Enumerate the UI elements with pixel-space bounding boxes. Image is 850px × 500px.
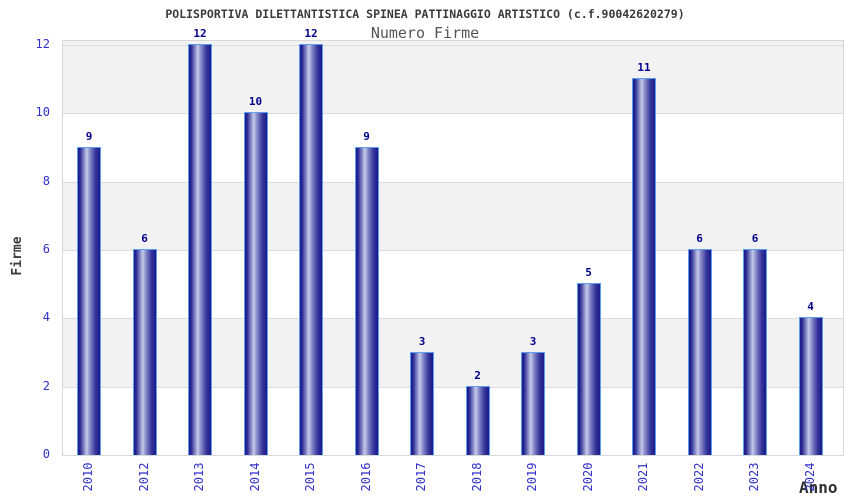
y-tick-label: 8 [42, 173, 50, 188]
gridline [63, 113, 843, 115]
x-tick-label: 2020 [580, 462, 595, 492]
bar-value-label: 4 [807, 300, 814, 314]
x-tick-label: 2023 [747, 462, 761, 492]
y-tick-label: 0 [42, 447, 50, 461]
plot-band [63, 318, 843, 387]
bar-value-label: 10 [248, 95, 263, 109]
gridline [63, 181, 843, 183]
bar-2010 [77, 146, 101, 455]
bar-2020 [576, 283, 601, 455]
bar-2021 [632, 78, 656, 455]
x-tick-label: 2015 [303, 462, 317, 492]
chart-header-title: POLISPORTIVA DILETTANTISTICA SPINEA PATT… [165, 7, 685, 21]
bar-value-label: 6 [141, 232, 148, 245]
bar-2012 [132, 249, 157, 455]
bar-value-label: 6 [751, 232, 759, 245]
x-tick-label: 2013 [192, 462, 206, 492]
bar-2017 [410, 351, 434, 455]
y-tick-label: 12 [35, 37, 50, 51]
bar-2013 [188, 44, 212, 455]
y-tick-label: 4 [42, 310, 50, 325]
x-axis-title: Anno [799, 478, 838, 497]
bar-2024 [798, 317, 823, 455]
x-tick-label: 2022 [691, 462, 706, 492]
bar-2022 [687, 249, 712, 455]
plot-area: 9 6 12 10 12 9 3 2 3 5 11 6 6 4 [62, 28, 844, 456]
x-tick-label: 2018 [469, 462, 484, 492]
gridline [63, 45, 843, 46]
plot-band [63, 181, 843, 250]
x-tick-label: 2012 [136, 462, 151, 492]
y-tick-label: 10 [35, 105, 50, 120]
bar-value-label: 9 [85, 129, 93, 143]
gridline [63, 386, 843, 388]
bar-2015 [299, 44, 323, 455]
bar-2014 [243, 112, 268, 455]
bar-2019 [521, 351, 545, 455]
bar-2023 [743, 249, 767, 455]
bar-value-label: 3 [418, 334, 426, 348]
plot-band [63, 41, 843, 114]
x-tick-label: 2010 [81, 462, 95, 492]
x-tick-label: 2019 [525, 462, 539, 492]
x-tick-label: 2014 [247, 462, 262, 492]
gridline [63, 250, 843, 251]
bar-2018 [465, 385, 490, 455]
bar-value-label: 2 [474, 368, 481, 382]
bar-value-label: 9 [363, 129, 370, 143]
chart-title: Numero Firme [370, 24, 480, 42]
bar-2016 [354, 146, 379, 455]
gridline [63, 318, 843, 320]
bar-value-label: 11 [637, 61, 651, 75]
x-tick-label: 2021 [636, 462, 650, 492]
bar-value-label: 12 [193, 27, 207, 40]
y-tick-label: 6 [42, 242, 50, 256]
y-axis-title: Firme [10, 236, 25, 276]
bar-value-label: 12 [304, 27, 318, 40]
x-tick-label: 2024 [802, 462, 817, 492]
bar-value-label: 3 [529, 334, 537, 348]
x-tick-label: 2017 [414, 462, 428, 492]
bar-value-label: 5 [585, 266, 592, 280]
y-tick-label: 2 [42, 378, 50, 393]
x-tick-label: 2016 [358, 462, 373, 492]
bar-value-label: 6 [696, 232, 703, 245]
